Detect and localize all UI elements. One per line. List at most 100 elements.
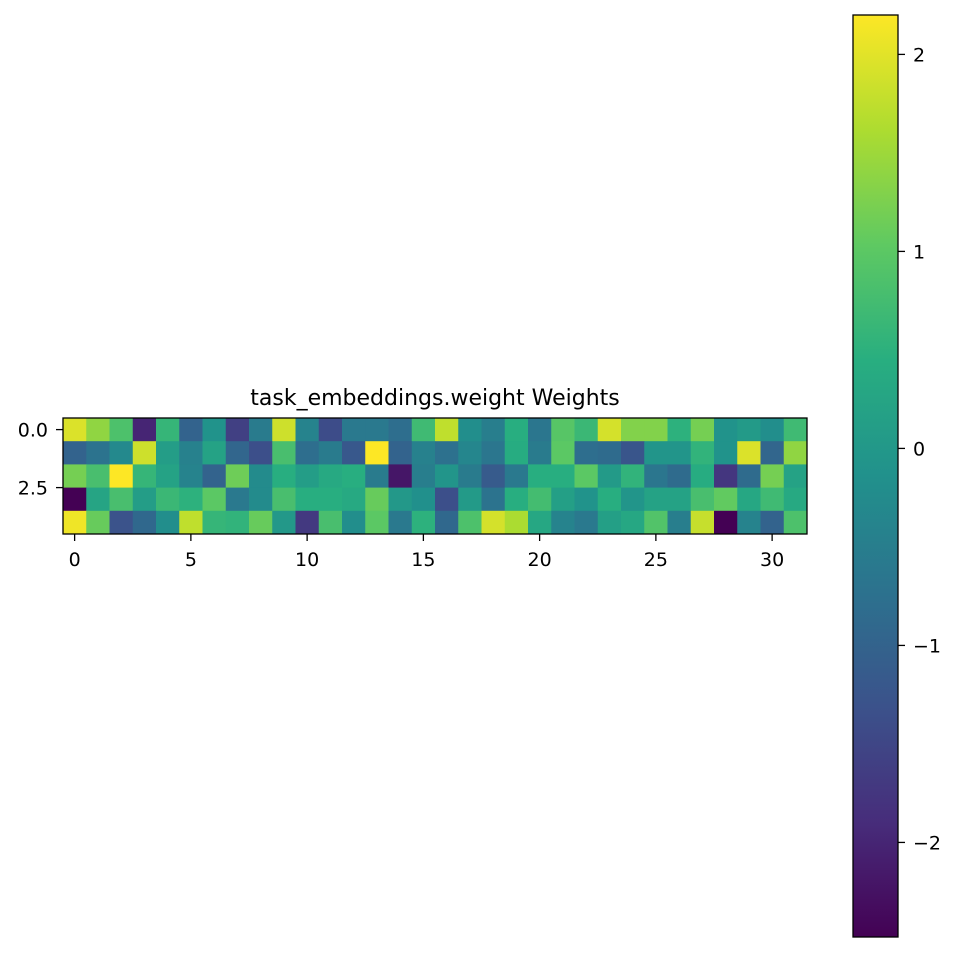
heatmap-cell bbox=[365, 510, 389, 535]
heatmap-cell bbox=[481, 441, 506, 465]
x-tick-label: 15 bbox=[411, 549, 435, 571]
heatmap-cell bbox=[132, 487, 157, 512]
heatmap-cell bbox=[737, 464, 761, 488]
heatmap-cell bbox=[318, 464, 343, 488]
heatmap-cell bbox=[714, 418, 738, 442]
heatmap-cell bbox=[295, 418, 320, 442]
heatmap-cell bbox=[86, 418, 110, 442]
heatmap-cell bbox=[783, 510, 808, 535]
heatmap-cell bbox=[458, 510, 482, 535]
heatmap-cell bbox=[249, 487, 273, 512]
heatmap-cell bbox=[783, 464, 808, 488]
x-tick-label: 20 bbox=[528, 549, 552, 571]
chart-title: task_embeddings.weight Weights bbox=[250, 386, 619, 411]
heatmap-cell bbox=[574, 487, 599, 512]
heatmap-cell bbox=[667, 441, 692, 465]
heatmap-cell bbox=[760, 510, 785, 535]
heatmap-cell bbox=[132, 441, 157, 465]
heatmap-cell bbox=[249, 418, 273, 442]
heatmap-cell bbox=[783, 487, 808, 512]
heatmap-cell bbox=[249, 441, 273, 465]
heatmap-cell bbox=[411, 441, 436, 465]
heatmap-cell bbox=[156, 487, 180, 512]
heatmap-cell bbox=[458, 464, 482, 488]
heatmap-frame bbox=[62, 417, 808, 535]
heatmap-cell bbox=[318, 510, 343, 535]
heatmap-cell bbox=[551, 487, 575, 512]
heatmap-cell bbox=[86, 464, 110, 488]
heatmap-cell bbox=[63, 464, 87, 488]
heatmap-cell bbox=[388, 441, 413, 465]
heatmap-cell bbox=[388, 418, 413, 442]
y-axis: 0.0 2.5 bbox=[18, 420, 63, 500]
heatmap-cell bbox=[179, 510, 203, 535]
heatmap-cell bbox=[574, 510, 599, 535]
heatmap-cell bbox=[388, 487, 413, 512]
heatmap-cell bbox=[272, 464, 296, 488]
heatmap-cell bbox=[621, 487, 645, 512]
heatmap-cell bbox=[458, 441, 482, 465]
heatmap-cell bbox=[435, 418, 459, 442]
heatmap-cell bbox=[574, 464, 599, 488]
heatmap-cell bbox=[644, 418, 668, 442]
heatmap-cell bbox=[690, 510, 715, 535]
heatmap-cell bbox=[388, 464, 413, 488]
heatmap-cell bbox=[458, 418, 482, 442]
x-tick-label: 30 bbox=[760, 549, 784, 571]
heatmap-cell bbox=[109, 510, 134, 535]
heatmap-cell bbox=[621, 441, 645, 465]
heatmap-cell bbox=[411, 510, 436, 535]
heatmap-cell bbox=[202, 487, 227, 512]
heatmap-cell bbox=[202, 464, 227, 488]
heatmap-cell bbox=[458, 487, 482, 512]
heatmap-cells bbox=[63, 418, 808, 535]
x-axis: 0 5 10 15 20 25 30 bbox=[69, 534, 784, 571]
heatmap-cell bbox=[179, 418, 203, 442]
heatmap-cell bbox=[295, 464, 320, 488]
heatmap-cell bbox=[225, 510, 250, 535]
heatmap-cell bbox=[783, 441, 808, 465]
heatmap-cell bbox=[760, 441, 785, 465]
y-tick-label: 0.0 bbox=[18, 420, 48, 442]
x-tick-label: 5 bbox=[185, 549, 197, 571]
heatmap-cell bbox=[528, 510, 552, 535]
heatmap-cell bbox=[86, 510, 110, 535]
heatmap-cell bbox=[132, 418, 157, 442]
heatmap-cell bbox=[225, 487, 250, 512]
heatmap-cell bbox=[318, 441, 343, 465]
heatmap-cell bbox=[225, 441, 250, 465]
heatmap-cell bbox=[597, 487, 622, 512]
heatmap-cell bbox=[504, 510, 529, 535]
heatmap-cell bbox=[156, 510, 180, 535]
colorbar-tick-label: 2 bbox=[913, 44, 925, 66]
y-tick-label: 2.5 bbox=[18, 478, 48, 500]
heatmap-cell bbox=[342, 510, 366, 535]
heatmap-cell bbox=[644, 510, 668, 535]
heatmap-cell bbox=[342, 441, 366, 465]
heatmap-cell bbox=[179, 441, 203, 465]
colorbar-tick-label: −1 bbox=[913, 635, 941, 657]
heatmap-cell bbox=[690, 487, 715, 512]
heatmap-cell bbox=[202, 441, 227, 465]
heatmap-cell bbox=[504, 487, 529, 512]
heatmap-cell bbox=[179, 487, 203, 512]
heatmap-cell bbox=[760, 487, 785, 512]
heatmap-cell bbox=[272, 441, 296, 465]
colorbar bbox=[852, 14, 899, 938]
heatmap-cell bbox=[597, 418, 622, 442]
heatmap-cell bbox=[435, 441, 459, 465]
heatmap-cell bbox=[714, 464, 738, 488]
heatmap-cell bbox=[202, 418, 227, 442]
heatmap-cell bbox=[760, 464, 785, 488]
heatmap-cell bbox=[644, 464, 668, 488]
heatmap-cell bbox=[690, 464, 715, 488]
colorbar-tick-label: 1 bbox=[913, 241, 925, 263]
x-tick-label: 25 bbox=[644, 549, 668, 571]
heatmap-cell bbox=[504, 418, 529, 442]
heatmap-cell bbox=[551, 418, 575, 442]
heatmap-cell bbox=[597, 464, 622, 488]
heatmap-cell bbox=[528, 487, 552, 512]
heatmap-cell bbox=[365, 441, 389, 465]
heatmap-cell bbox=[737, 487, 761, 512]
